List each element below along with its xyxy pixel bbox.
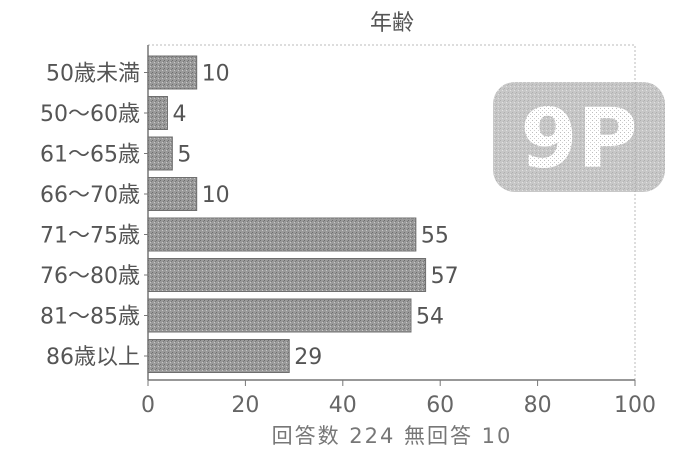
category-label: 76～80歳 xyxy=(40,264,140,289)
bar xyxy=(147,55,198,90)
value-label: 57 xyxy=(431,264,459,289)
x-tick-label: 80 xyxy=(524,393,552,418)
chart-title: 年齢 xyxy=(370,11,414,36)
category-label: 71～75歳 xyxy=(40,224,140,249)
bar xyxy=(147,258,427,292)
value-label: 10 xyxy=(202,183,230,208)
category-label: 66～70歳 xyxy=(40,183,140,208)
page-badge: 9P xyxy=(493,82,665,192)
value-label: 5 xyxy=(177,143,191,168)
value-label: 29 xyxy=(294,345,322,370)
x-tick-label: 40 xyxy=(329,393,357,418)
category-label: 61～65歳 xyxy=(40,143,140,168)
value-label: 4 xyxy=(172,102,186,127)
x-tick-label: 20 xyxy=(231,393,259,418)
category-label: 81～85歳 xyxy=(40,305,140,330)
x-tick-label: 60 xyxy=(426,393,454,418)
bar xyxy=(147,217,417,252)
x-tick-label: 0 xyxy=(141,393,155,418)
bar xyxy=(147,339,290,373)
value-label: 10 xyxy=(202,62,230,87)
value-label: 55 xyxy=(421,224,449,249)
category-label: 50歳未満 xyxy=(46,62,140,87)
bar xyxy=(147,298,412,333)
value-label: 54 xyxy=(416,305,444,330)
bar xyxy=(147,96,168,130)
category-label: 50～60歳 xyxy=(40,102,140,127)
response-count-footer: 回答数 224 無回答 10 xyxy=(272,424,513,448)
x-tick-label: 100 xyxy=(614,393,656,418)
category-label: 86歳以上 xyxy=(46,345,140,370)
page-badge-text: 9P xyxy=(520,92,637,187)
bar xyxy=(147,136,173,171)
bar xyxy=(147,177,198,211)
